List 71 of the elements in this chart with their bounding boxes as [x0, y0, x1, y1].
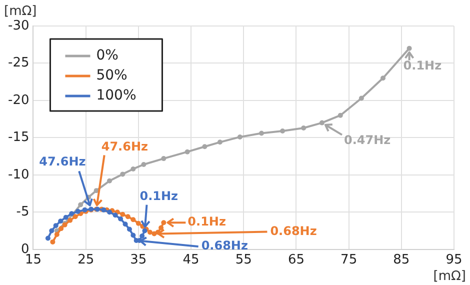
- annotation: 0.1Hz: [403, 58, 442, 72]
- point: [78, 202, 84, 208]
- point: [380, 76, 386, 81]
- annotation: 0.1Hz: [188, 214, 226, 229]
- x-tick-label: 65: [288, 252, 304, 268]
- y-tick-label: -15: [8, 130, 30, 146]
- point: [280, 128, 286, 134]
- legend-label: 0%: [96, 48, 118, 64]
- annotation: 0.68Hz: [270, 224, 317, 238]
- point: [130, 166, 136, 172]
- point: [58, 218, 64, 224]
- point: [120, 172, 126, 177]
- point: [49, 228, 54, 234]
- point: [72, 214, 78, 220]
- x-tick-label: 15: [24, 252, 42, 268]
- point: [141, 162, 146, 168]
- point: [122, 222, 128, 227]
- y-axis-title: [mΩ]: [4, 4, 37, 19]
- point: [68, 218, 73, 223]
- point: [106, 210, 112, 215]
- x-tick-label: 25: [78, 252, 94, 268]
- point: [130, 232, 136, 238]
- point: [75, 208, 80, 214]
- point: [53, 223, 58, 228]
- point: [140, 233, 145, 238]
- y-tick-label: -20: [8, 92, 30, 108]
- point: [45, 236, 50, 241]
- y-tick-label: -30: [8, 18, 30, 34]
- annotation: 0.68Hz: [201, 238, 248, 253]
- point: [106, 178, 112, 184]
- point: [319, 120, 324, 126]
- x-tick-label: 35: [130, 252, 147, 268]
- point: [50, 239, 56, 244]
- x-tick-label: 85: [393, 252, 410, 268]
- legend-label: 100%: [96, 88, 136, 104]
- point: [202, 144, 208, 150]
- point: [118, 216, 124, 222]
- point: [54, 232, 60, 238]
- x-tick-label: 95: [446, 252, 462, 268]
- point: [161, 220, 166, 226]
- point: [63, 214, 68, 220]
- point: [112, 212, 118, 218]
- y-tick-label: -25: [8, 56, 30, 71]
- point: [130, 217, 136, 222]
- point: [358, 96, 364, 101]
- x-tick-label: 75: [340, 252, 358, 268]
- point: [184, 149, 190, 154]
- annotation: 0.1Hz: [140, 188, 178, 203]
- point: [301, 126, 306, 131]
- point: [120, 212, 126, 217]
- point: [158, 225, 164, 230]
- point: [125, 214, 130, 220]
- point: [338, 112, 343, 118]
- y-tick-label: -10: [8, 167, 30, 182]
- x-tick-label: 55: [235, 252, 252, 268]
- point: [217, 140, 222, 145]
- annotation: 47.6Hz: [39, 154, 86, 168]
- x-axis-title: [mΩ]: [433, 268, 466, 284]
- point: [58, 226, 64, 232]
- point: [147, 230, 152, 235]
- y-tick-label: -5: [16, 204, 30, 220]
- point: [126, 226, 132, 232]
- point: [237, 134, 242, 140]
- point: [161, 156, 166, 162]
- annotation: 0.47Hz: [344, 132, 391, 147]
- legend-label: 50%: [96, 68, 128, 84]
- x-tick-label: 45: [182, 252, 200, 268]
- point: [136, 220, 141, 226]
- point: [406, 46, 412, 51]
- point: [259, 130, 264, 136]
- annotation: 47.6Hz: [101, 139, 148, 154]
